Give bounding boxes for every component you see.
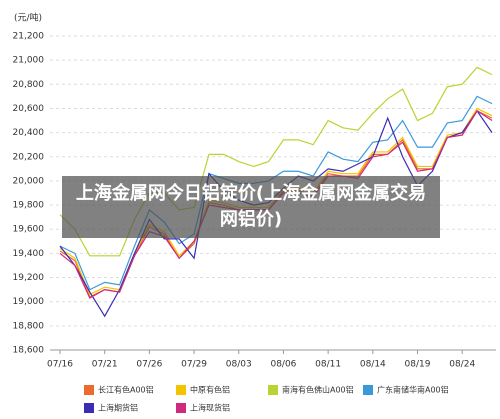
legend-swatch (84, 385, 94, 395)
y-tick-label: 19,800 (13, 201, 45, 211)
x-tick-label: 07/29 (181, 360, 207, 370)
legend-swatch (176, 403, 186, 413)
y-tick-label: 19,600 (13, 225, 45, 235)
x-tick-label: 08/14 (360, 360, 386, 370)
legend-label: 中原有色铝 (190, 385, 230, 395)
legend-label: 南海有色佛山A00铝 (282, 385, 354, 395)
y-tick-label: 21,000 (13, 56, 45, 66)
legend-swatch (363, 385, 373, 395)
y-tick-label: 18,800 (13, 321, 45, 331)
x-tick-label: 07/21 (92, 360, 118, 370)
legend-label: 长江有色A00铝 (98, 385, 154, 395)
y-tick-label: 20,000 (13, 176, 45, 186)
chart-title: 上海金属网今日铝锭价(上海金属网金属交易网铝价) (62, 176, 440, 238)
legend-label: 广东南储华南A00铝 (377, 385, 449, 395)
y-tick-label: 20,800 (13, 80, 45, 90)
legend-label: 上海现货铝 (190, 403, 230, 413)
y-tick-label: 19,200 (13, 273, 45, 283)
x-tick-label: 08/03 (226, 360, 252, 370)
y-tick-label: 20,200 (13, 152, 45, 162)
y-tick-label: 20,400 (13, 128, 45, 138)
x-tick-label: 08/11 (315, 360, 341, 370)
y-tick-label: 19,000 (13, 297, 45, 307)
x-tick-label: 08/06 (270, 360, 296, 370)
y-tick-label: 21,200 (13, 32, 45, 42)
x-tick-label: 08/19 (405, 360, 431, 370)
y-tick-label: 18,600 (13, 346, 45, 356)
y-tick-label: 20,600 (13, 104, 45, 114)
y-axis-label: (元/吨) (14, 12, 42, 24)
legend-swatch (268, 385, 278, 395)
legend-label: 上海期货铝 (98, 403, 138, 413)
legend-swatch (176, 385, 186, 395)
x-tick-label: 08/24 (449, 360, 475, 370)
x-tick-label: 07/16 (47, 360, 73, 370)
legend-swatch (84, 403, 94, 413)
x-tick-label: 07/26 (136, 360, 162, 370)
y-tick-label: 19,400 (13, 249, 45, 259)
